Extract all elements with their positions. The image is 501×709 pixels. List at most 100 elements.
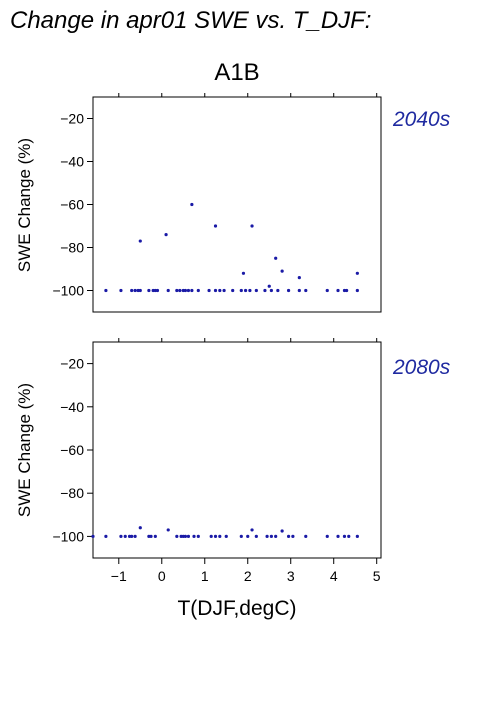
data-point [166, 528, 170, 532]
x-tick-label: 5 [373, 568, 381, 584]
panel-2040s: −20 −40 −60 −80 −100 SWE Change (%) 2040s [15, 93, 451, 313]
y-tick-label: −100 [52, 528, 84, 544]
y-axis-ticks: −20 −40 −60 −80 −100 [52, 111, 93, 299]
data-point [274, 534, 278, 539]
data-point [190, 202, 194, 207]
data-point [304, 534, 308, 539]
data-point [263, 288, 267, 293]
data-point [291, 534, 295, 539]
data-point [254, 534, 258, 539]
scenario-label: A1B [214, 59, 259, 86]
data-point [104, 534, 108, 539]
data-point [355, 288, 359, 293]
data-point [254, 288, 258, 293]
data-point [213, 288, 218, 293]
data-point [231, 288, 235, 293]
x-tick-label: 0 [158, 568, 166, 584]
data-point [138, 526, 142, 530]
data-point [91, 534, 95, 539]
data-point [213, 224, 218, 228]
data-point [280, 529, 284, 533]
data-point [345, 288, 349, 293]
y-tick-label: −80 [60, 485, 84, 501]
data-point [207, 288, 211, 293]
x-axis-top-ticks [118, 338, 378, 342]
data-point [355, 534, 359, 539]
data-point [196, 534, 200, 539]
data-point [276, 288, 280, 293]
x-tick-label: −1 [111, 568, 127, 584]
data-point [274, 256, 278, 260]
panel-frame [92, 341, 382, 559]
data-point [222, 288, 226, 293]
data-point [196, 288, 200, 293]
scatter-points [104, 202, 359, 293]
data-point [250, 528, 254, 532]
data-point [138, 239, 142, 243]
data-point [130, 534, 134, 539]
period-label-2040s: 2040s [392, 108, 451, 131]
data-point [192, 534, 196, 539]
data-point [239, 288, 243, 293]
y-tick-label: −20 [60, 356, 84, 372]
y-tick-label: −20 [60, 111, 84, 127]
data-point [239, 534, 243, 539]
x-axis-top-ticks [118, 93, 378, 97]
data-point [269, 288, 273, 293]
data-point [190, 288, 194, 293]
y-tick-label: −40 [60, 399, 84, 415]
scatter-points [91, 526, 359, 539]
data-point [153, 534, 157, 539]
data-point [133, 288, 137, 293]
data-point [336, 288, 340, 293]
data-point [123, 534, 127, 539]
y-axis-label: SWE Change (%) [15, 138, 34, 272]
panel-frame [92, 96, 382, 313]
y-tick-label: −40 [60, 154, 84, 170]
data-point [178, 288, 182, 293]
y-tick-label: −60 [60, 197, 84, 213]
data-point [104, 288, 108, 293]
data-point [267, 284, 271, 288]
data-point [248, 288, 252, 293]
data-point [149, 534, 153, 539]
data-point [286, 288, 291, 293]
data-point [325, 534, 329, 539]
data-point [243, 288, 248, 293]
data-point [304, 288, 308, 293]
data-point [186, 534, 191, 539]
y-tick-label: −80 [60, 240, 84, 256]
data-point [213, 534, 218, 539]
y-tick-label: −100 [52, 283, 84, 299]
data-point [119, 288, 123, 293]
data-point [164, 233, 168, 237]
data-point [224, 534, 228, 539]
data-point [246, 534, 250, 539]
data-point [138, 288, 142, 293]
data-point [183, 534, 188, 539]
data-point [280, 269, 284, 273]
data-point [269, 534, 273, 539]
data-point [336, 534, 340, 539]
x-tick-label: 3 [287, 568, 295, 584]
data-point [286, 534, 291, 539]
data-point [175, 534, 179, 539]
data-point [155, 288, 160, 293]
data-point [183, 288, 188, 293]
period-label-2080s: 2080s [392, 356, 451, 379]
data-point [250, 224, 254, 228]
data-point [119, 534, 123, 539]
data-point [218, 534, 222, 539]
data-point [166, 288, 170, 293]
data-point [265, 534, 269, 539]
data-point [342, 534, 347, 539]
figure-title: Change in apr01 SWE vs. T_DJF: [10, 7, 371, 34]
x-axis-label: T(DJF,degC) [177, 597, 296, 620]
y-tick-label: −60 [60, 442, 84, 458]
data-point [218, 288, 222, 293]
data-point [325, 288, 329, 293]
x-tick-label: 2 [244, 568, 252, 584]
data-point [297, 288, 301, 293]
data-point [297, 276, 301, 280]
